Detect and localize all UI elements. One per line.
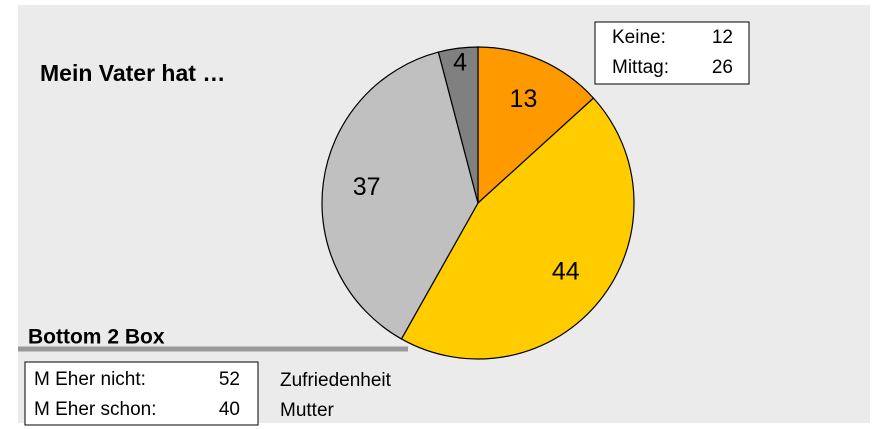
note: Zufriedenheit — [280, 370, 392, 391]
bottom-value: 40 — [219, 399, 240, 420]
pie-slice — [437, 46, 479, 204]
note: Mutter — [280, 400, 335, 421]
pie-slice — [400, 97, 635, 360]
bottom-box — [24, 361, 259, 426]
info-box — [594, 21, 750, 85]
chart-title: Mein Vater hat … — [40, 60, 225, 86]
pie: 13 44 37 4 — [321, 46, 635, 360]
slice-label: 4 — [453, 48, 467, 76]
bottom-value: 52 — [219, 369, 240, 390]
slice-label: 13 — [510, 85, 538, 113]
info-label: Mittag: — [612, 57, 669, 78]
info-value: 26 — [712, 57, 733, 78]
slice-label: 44 — [552, 258, 580, 286]
slice-label: 37 — [353, 173, 381, 201]
bottom-label: M Eher nicht: — [34, 369, 146, 390]
pie-slice — [477, 46, 595, 205]
info-value: 12 — [712, 27, 733, 48]
section-title: Bottom 2 Box — [28, 326, 165, 349]
bottom-label: M Eher schon: — [34, 399, 157, 420]
pie-slice — [321, 51, 479, 340]
info-label: Keine: — [612, 27, 666, 48]
